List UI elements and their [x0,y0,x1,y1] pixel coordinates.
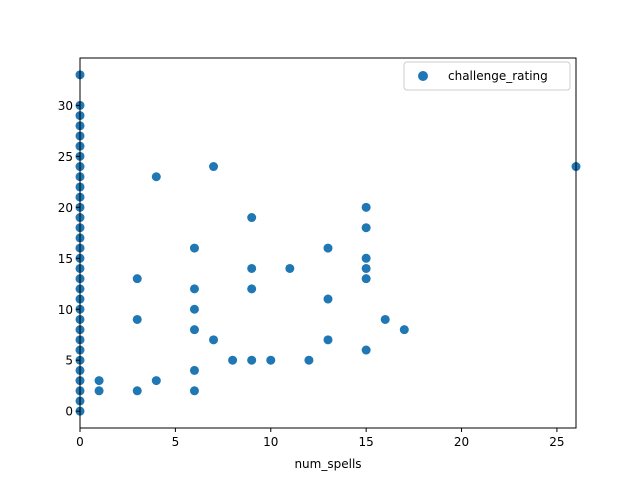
x-tick-label: 25 [549,435,564,449]
data-point-33 [94,376,104,386]
y-tick-label: 0 [65,405,73,419]
data-point-53 [285,263,295,273]
data-point-44 [189,243,199,253]
x-tick-label: 20 [454,435,469,449]
data-point-48 [247,355,257,365]
data-point-54 [304,355,314,365]
data-point-37 [151,376,161,386]
data-point-40 [189,365,199,375]
data-point-65 [399,325,409,335]
data-point-38 [151,172,161,182]
legend: challenge_rating [403,61,571,91]
data-point-59 [361,274,371,284]
y-tick-label: 5 [65,354,73,368]
data-point-55 [323,335,333,345]
data-point-36 [132,274,142,284]
y-tick-label: 30 [58,99,73,113]
y-tick-label: 25 [58,150,73,164]
data-point-58 [361,345,371,355]
data-point-50 [247,263,257,273]
data-point-62 [361,223,371,233]
legend-box [403,61,571,91]
legend-label: challenge_rating [448,69,548,83]
data-point-35 [132,314,142,324]
x-tick-label: 15 [359,435,374,449]
data-point-49 [247,284,257,294]
data-point-45 [209,335,219,345]
data-point-61 [361,253,371,263]
data-point-46 [209,162,219,172]
data-point-42 [189,304,199,314]
data-point-60 [361,263,371,273]
data-point-63 [361,202,371,212]
x-tick-label: 0 [76,435,84,449]
data-point-43 [189,284,199,294]
data-point-47 [228,355,238,365]
y-tick-label: 20 [58,201,73,215]
x-axis-label: num_spells [294,457,361,471]
data-point-64 [380,314,390,324]
data-point-34 [132,386,142,396]
y-axis-ticks: 0 5 10 15 20 25 30 [58,99,80,419]
data-point-51 [247,213,257,223]
plot-frame [79,57,577,429]
legend-marker [418,71,428,81]
data-point-57 [323,243,333,253]
x-axis-ticks: 0 5 10 15 20 25 [76,428,565,449]
y-tick-label: 15 [58,252,73,266]
data-point-56 [323,294,333,304]
data-point-52 [266,355,276,365]
x-tick-label: 10 [263,435,278,449]
data-points [75,70,581,416]
data-point-41 [189,325,199,335]
x-tick-label: 5 [172,435,180,449]
y-tick-label: 10 [58,303,73,317]
data-point-32 [94,386,104,396]
data-point-39 [189,386,199,396]
